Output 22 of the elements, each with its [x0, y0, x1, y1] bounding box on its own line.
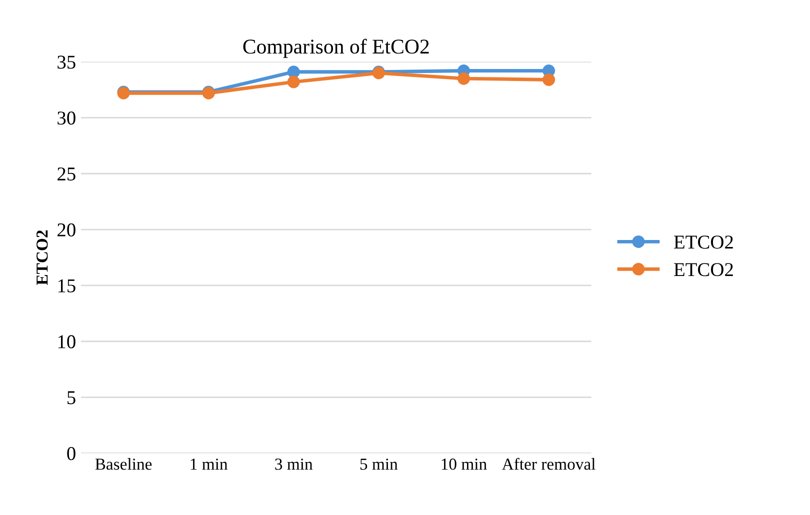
x-tick-label: 1 min — [190, 458, 228, 470]
y-tick-label: 5 — [68, 391, 76, 404]
y-tick-label: 20 — [58, 223, 76, 236]
x-tick-label: Baseline — [95, 458, 152, 470]
y-tick-label: 15 — [58, 279, 76, 292]
y-tick-label: 10 — [58, 335, 76, 348]
chart-title: Comparison of EtCO2 — [243, 38, 429, 58]
point — [457, 72, 470, 85]
legend-label: ETCO2 — [674, 263, 733, 276]
legend-label: ETCO2 — [674, 236, 733, 249]
point — [287, 76, 300, 88]
point — [287, 66, 300, 78]
y-tick-label: 0 — [67, 447, 76, 460]
point — [542, 73, 556, 86]
x-tick-label: 5 min — [360, 458, 398, 470]
y-tick-label: 25 — [58, 168, 76, 181]
x-tick-label: 10 min — [442, 458, 487, 470]
y-tick-label: 35 — [58, 56, 76, 69]
y-axis-title: ETCO2 — [36, 230, 48, 285]
x-tick-label: After removal — [502, 458, 596, 470]
x-tick-label: 3 min — [275, 458, 313, 470]
y-tick-label: 30 — [58, 112, 76, 125]
